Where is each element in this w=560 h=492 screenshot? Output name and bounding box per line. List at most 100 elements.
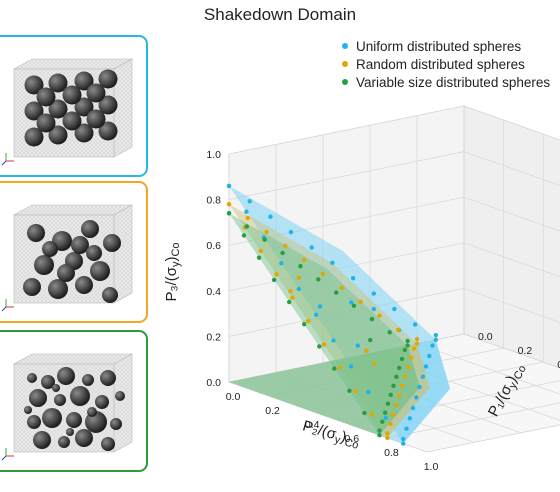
boundary-point: [377, 433, 382, 438]
sphere: [27, 415, 41, 429]
shakedown-surface-2: [229, 213, 420, 388]
legend-label-variable: Variable size distributed spheres: [356, 74, 551, 90]
boundary-point: [309, 245, 314, 250]
sphere: [75, 429, 93, 447]
sphere: [52, 384, 60, 392]
boundary-point: [369, 316, 375, 322]
sphere: [70, 386, 90, 406]
sphere: [86, 245, 102, 261]
boundary-point: [226, 211, 232, 216]
legend-item-uniform: Uniform distributed spheres: [338, 37, 550, 55]
boundary-point: [353, 389, 358, 394]
sphere: [74, 123, 94, 143]
boundary-point: [279, 261, 284, 266]
microstructure-panel-variable: [0, 330, 148, 472]
legend-label-random: Random distributed spheres: [356, 56, 525, 72]
gridline: [426, 424, 560, 453]
boundary-point: [403, 374, 408, 379]
sphere: [24, 101, 44, 121]
boundary-point: [332, 366, 337, 371]
sphere: [103, 234, 121, 252]
data-point-uniform: [317, 304, 323, 309]
boundary-point: [262, 237, 267, 242]
data-point-random: [364, 348, 369, 353]
boundary-point: [392, 306, 397, 312]
legend-item-variable: Variable size distributed spheres: [338, 73, 550, 91]
boundary-point: [258, 248, 263, 254]
triad-z: [1, 306, 7, 312]
sphere: [74, 71, 94, 91]
gridline: [228, 151, 465, 200]
boundary-point: [405, 338, 410, 344]
boundary-point: [366, 389, 371, 395]
sphere: [90, 261, 110, 281]
sphere: [27, 224, 45, 242]
boundary-point: [383, 415, 388, 420]
sphere: [82, 374, 94, 386]
boundary-point: [245, 215, 250, 221]
z-tick-label: 0.4: [206, 286, 221, 298]
boundary-point: [330, 260, 335, 265]
sphere: [110, 418, 122, 430]
boundary-point: [302, 322, 307, 327]
boundary-point: [411, 346, 417, 351]
boundary-point: [397, 393, 402, 398]
boundary-point: [313, 312, 319, 317]
boundary-point: [402, 347, 407, 353]
chart-legend: Uniform distributed spheres Random distr…: [338, 37, 550, 91]
boundary-point: [377, 313, 382, 318]
triad-z: [1, 455, 7, 461]
sphere: [101, 437, 115, 451]
sphere: [102, 287, 118, 303]
sphere: [23, 278, 41, 296]
boundary-point: [405, 343, 410, 348]
y-tick-label: 0.2: [265, 405, 280, 417]
boundary-point: [302, 257, 307, 263]
boundary-point: [371, 291, 376, 296]
variable-spheres-cube: [1, 353, 134, 461]
sphere: [98, 69, 118, 89]
data-point-variable: [368, 337, 373, 343]
sphere: [29, 389, 47, 407]
boundary-point: [412, 322, 418, 327]
sphere: [24, 406, 32, 414]
microstructure-panel-random: [0, 181, 148, 323]
boundary-point: [391, 383, 396, 388]
sphere: [86, 109, 106, 129]
boundary-point: [256, 255, 262, 260]
sphere: [98, 121, 118, 141]
boundary-point: [430, 343, 435, 348]
boundary-point: [268, 214, 273, 219]
boundary-point: [405, 365, 411, 370]
boundary-point: [334, 290, 339, 295]
boundary-point: [414, 395, 419, 400]
boundary-point: [226, 183, 232, 189]
boundary-point: [388, 421, 393, 427]
shakedown-3d-chart: 0.0 0.2 0.4 0.6 0.8 1.0 0.0 0.2 0.4 0.6 0.8 1.0 0.0 0…: [163, 105, 560, 473]
sphere: [36, 113, 56, 133]
boundary-point: [316, 277, 321, 282]
boundary-point: [414, 341, 420, 346]
boundary-point: [247, 199, 252, 204]
boundary-point: [382, 410, 388, 415]
sphere: [81, 220, 99, 238]
sphere: [115, 391, 125, 401]
y-tick-label: 0.6: [344, 433, 359, 445]
gridline: [463, 105, 560, 141]
boundary-point: [408, 355, 414, 361]
uniform-spheres-cube: [1, 58, 134, 166]
sphere: [33, 431, 51, 449]
legend-marker-uniform: [342, 43, 348, 49]
sphere: [41, 375, 55, 389]
boundary-point: [321, 342, 327, 347]
sphere: [62, 111, 82, 131]
boundary-point: [280, 250, 285, 256]
random-spheres-cube: [1, 204, 134, 312]
boundary-point: [337, 365, 343, 370]
boundary-point: [423, 364, 429, 369]
boundary-point: [244, 224, 250, 229]
boundary-point: [385, 435, 390, 441]
sphere: [75, 276, 93, 294]
sphere: [27, 373, 37, 383]
sphere: [95, 395, 109, 409]
